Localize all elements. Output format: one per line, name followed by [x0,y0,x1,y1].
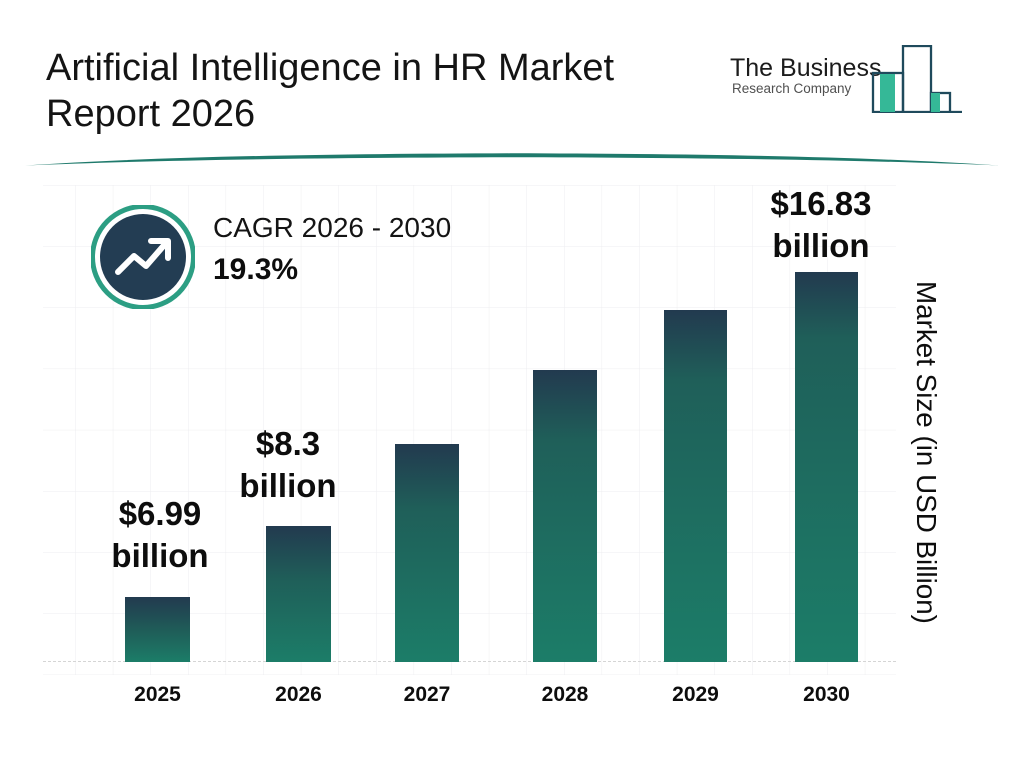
svg-text:The Business: The Business [730,54,881,82]
svg-text:Research Company: Research Company [732,81,852,96]
